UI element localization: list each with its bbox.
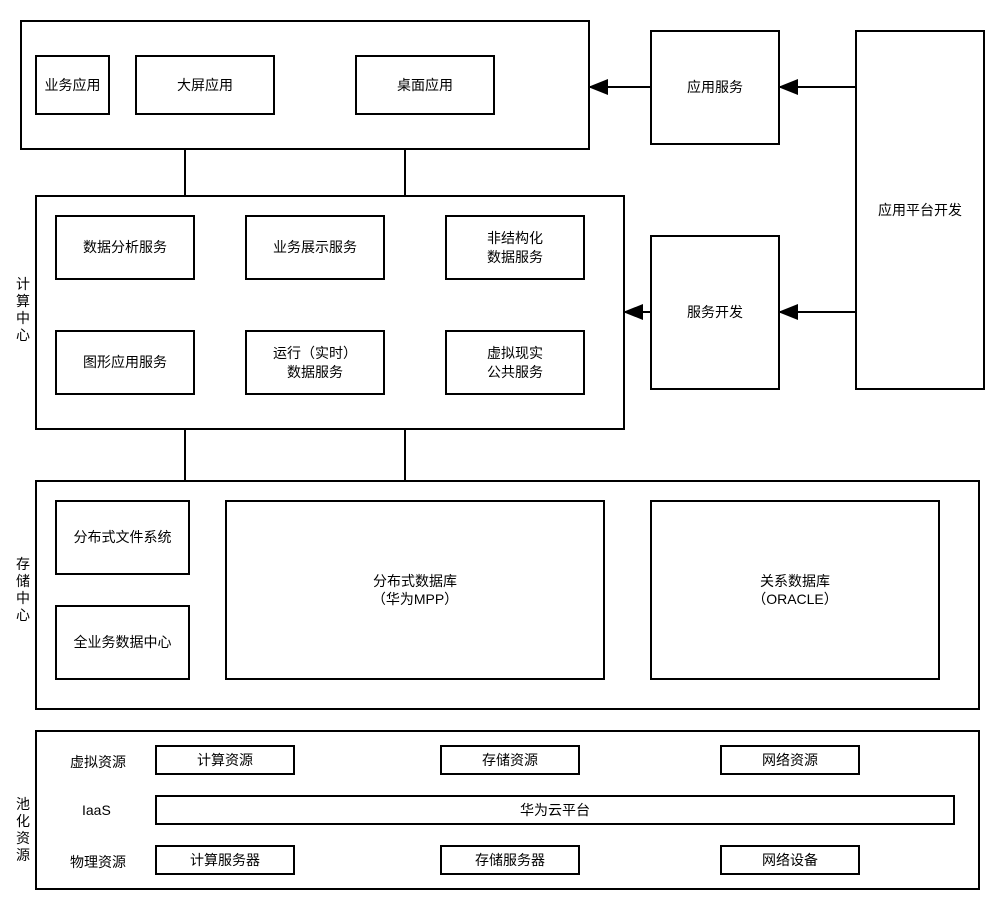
diagram-canvas: 业务应用大屏应用桌面应用应用服务应用平台开发数据分析服务业务展示服务非结构化数据… bbox=[0, 0, 1000, 905]
connectors-layer bbox=[0, 0, 1000, 905]
